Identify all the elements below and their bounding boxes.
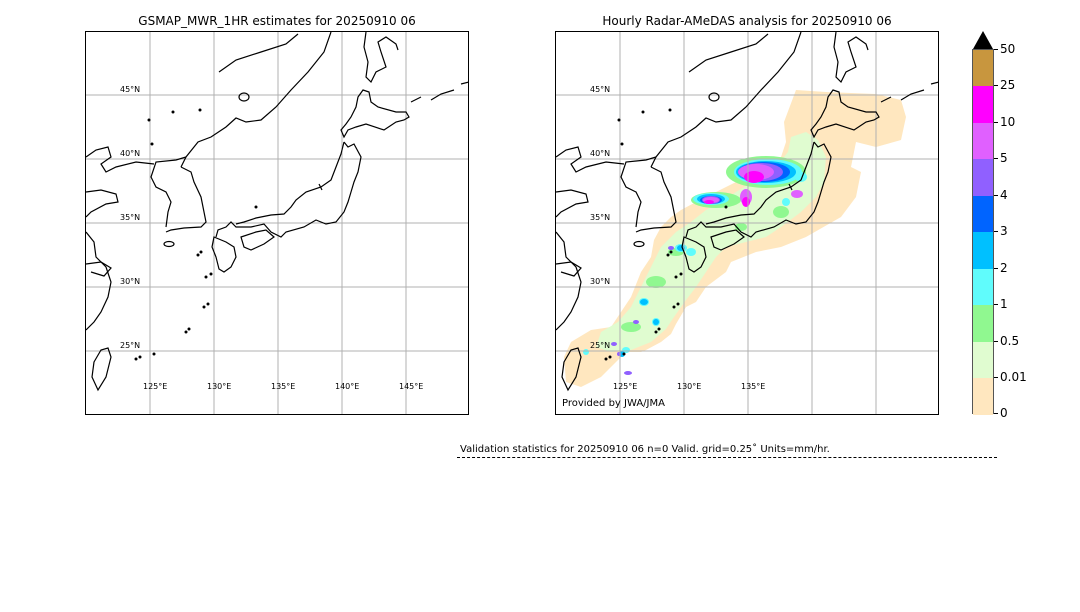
lat-label-40: 40°N bbox=[120, 149, 141, 158]
colorbar-label-0.5: 0.5 bbox=[1000, 334, 1020, 348]
lon-label-140: 140°E bbox=[335, 382, 360, 391]
lon-label-130: 130°E bbox=[207, 382, 232, 391]
lat-label-30: 30°N bbox=[120, 277, 141, 286]
lat-label-35: 35°N bbox=[590, 213, 611, 222]
lat-label-45: 45°N bbox=[590, 85, 611, 94]
colorbar bbox=[972, 49, 994, 415]
coastlines bbox=[556, 32, 938, 392]
graticule bbox=[86, 32, 468, 414]
colorbar-label-10: 10 bbox=[1000, 115, 1016, 129]
precip-field bbox=[564, 90, 906, 387]
colorbar-bin-10-25 bbox=[973, 86, 993, 123]
colorbar-bin-5-10 bbox=[973, 123, 993, 159]
colorbar-bin-0.01-0.5 bbox=[973, 342, 993, 378]
left-map-title: GSMAP_MWR_1HR estimates for 20250910 06 bbox=[138, 14, 416, 28]
lat-label-30: 30°N bbox=[590, 277, 611, 286]
lon-label-145: 145°E bbox=[399, 382, 424, 391]
colorbar-label-2: 2 bbox=[1000, 261, 1008, 275]
lat-label-40: 40°N bbox=[590, 149, 611, 158]
lon-label-125: 125°E bbox=[143, 382, 168, 391]
islands bbox=[604, 108, 728, 361]
colorbar-tick bbox=[994, 304, 998, 305]
colorbar-label-5: 5 bbox=[1000, 151, 1008, 165]
colorbar-extend-arrow-icon bbox=[973, 31, 993, 49]
lat-label-25: 25°N bbox=[120, 341, 141, 350]
left-map-canvas bbox=[86, 32, 468, 414]
colorbar-label-50: 50 bbox=[1000, 42, 1016, 56]
colorbar-bin-2-3 bbox=[973, 232, 993, 269]
lon-label-135: 135°E bbox=[271, 382, 296, 391]
lon-label-125: 125°E bbox=[613, 382, 638, 391]
colorbar-bin-4-5 bbox=[973, 159, 993, 196]
lon-label-135: 135°E bbox=[741, 382, 766, 391]
colorbar-label-4: 4 bbox=[1000, 188, 1008, 202]
lat-label-25: 25°N bbox=[590, 341, 611, 350]
colorbar-label-25: 25 bbox=[1000, 78, 1016, 92]
colorbar-tick bbox=[994, 377, 998, 378]
colorbar-tick bbox=[994, 231, 998, 232]
colorbar-label-0: 0 bbox=[1000, 406, 1008, 420]
islands bbox=[134, 108, 258, 361]
colorbar-label-1: 1 bbox=[1000, 297, 1008, 311]
coastlines bbox=[86, 32, 468, 392]
colorbar-bin-25-50 bbox=[973, 50, 993, 86]
colorbar-tick bbox=[994, 413, 998, 414]
colorbar-label-3: 3 bbox=[1000, 224, 1008, 238]
left-map-gsmap: 45°N 40°N 35°N 30°N 25°N 125°E 130°E 135… bbox=[85, 31, 469, 415]
colorbar-tick bbox=[994, 85, 998, 86]
colorbar-tick bbox=[994, 195, 998, 196]
data-credit: Provided by JWA/JMA bbox=[562, 398, 665, 409]
lon-label-130: 130°E bbox=[677, 382, 702, 391]
colorbar-label-0.01: 0.01 bbox=[1000, 370, 1027, 384]
colorbar-tick bbox=[994, 122, 998, 123]
lat-label-35: 35°N bbox=[120, 213, 141, 222]
colorbar-bin-0.5-1 bbox=[973, 305, 993, 342]
colorbar-bin-0-0.01 bbox=[973, 378, 993, 415]
right-map-canvas bbox=[556, 32, 938, 414]
validation-divider bbox=[457, 457, 997, 458]
colorbar-bin-1-2 bbox=[973, 269, 993, 305]
lat-label-45: 45°N bbox=[120, 85, 141, 94]
right-map-title: Hourly Radar-AMeDAS analysis for 2025091… bbox=[602, 14, 892, 28]
validation-statistics: Validation statistics for 20250910 06 n=… bbox=[460, 444, 830, 455]
colorbar-tick bbox=[994, 158, 998, 159]
colorbar-bin-3-4 bbox=[973, 196, 993, 232]
colorbar-tick bbox=[994, 268, 998, 269]
graticule bbox=[556, 32, 938, 414]
right-map-radar-amedas: 45°N 40°N 35°N 30°N 25°N 125°E 130°E 135… bbox=[555, 31, 939, 415]
colorbar-tick bbox=[994, 341, 998, 342]
colorbar-tick bbox=[994, 49, 998, 50]
